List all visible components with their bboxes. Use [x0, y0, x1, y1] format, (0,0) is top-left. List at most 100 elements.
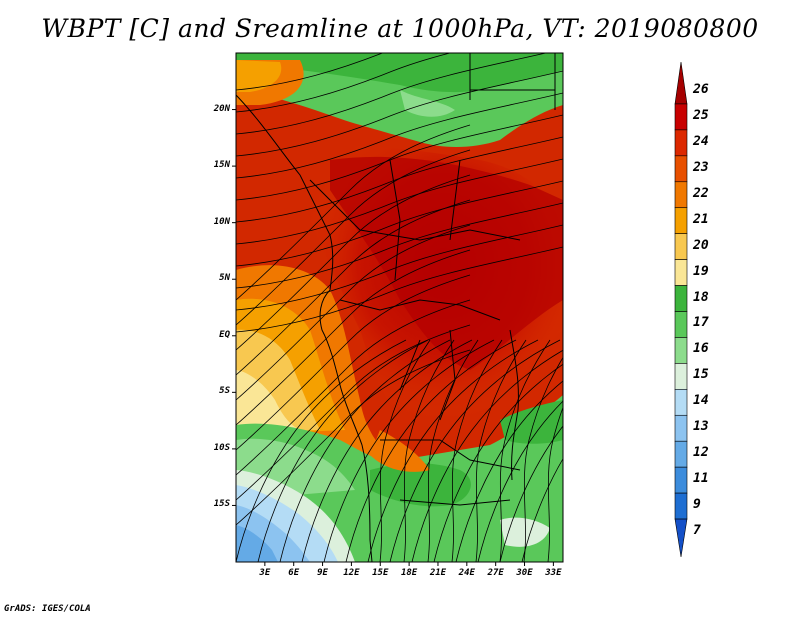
- streamline: [236, 174, 471, 351]
- colorbar-level-label: 18: [693, 289, 709, 305]
- streamline: [451, 339, 503, 562]
- streamline: [236, 53, 452, 113]
- streamline: [257, 339, 429, 562]
- streamline: [236, 124, 471, 301]
- streamline: [389, 339, 561, 562]
- colorbar-level-label: 11: [693, 471, 709, 487]
- colorbar-swatch: [674, 518, 688, 558]
- colorbar-swatch: [674, 155, 688, 183]
- lat-tick-label: 10S: [213, 442, 230, 453]
- streamline: [236, 246, 563, 333]
- streamline: [411, 349, 563, 562]
- lat-tick-label: 5N: [219, 273, 230, 284]
- temperature-field: [236, 53, 563, 562]
- map-title: WBPT [C] and Sreamline at 1000hPa, VT: 2…: [41, 14, 759, 43]
- colorbar-swatch: [674, 311, 688, 338]
- axis-ticks: [232, 109, 554, 566]
- colorbar-swatch: [674, 363, 688, 390]
- streamline: [236, 249, 471, 426]
- colorbar-swatch: [674, 389, 688, 416]
- colorbar-level-label: 12: [693, 445, 709, 461]
- streamline: [236, 339, 407, 562]
- streamline: [236, 53, 384, 91]
- lon-tick-label: 18E: [400, 568, 418, 578]
- streamline: [236, 324, 471, 501]
- colorbar-level-label: 7: [693, 523, 701, 539]
- colorbar-level-label: 9: [693, 497, 701, 513]
- streamline: [477, 400, 563, 562]
- colorbar-level-label: 17: [693, 315, 709, 331]
- colorbar-swatch: [674, 492, 688, 520]
- colorbar-level-label: 14: [693, 393, 709, 409]
- colorbar-swatch: [674, 337, 688, 364]
- colorbar-level-label: 23: [693, 159, 709, 175]
- footer-credit: GrADS: IGES/COLA: [4, 604, 91, 614]
- lon-tick-label: 12E: [343, 568, 360, 578]
- colorbar-swatch: [674, 259, 688, 286]
- colorbar-level-label: 16: [693, 341, 709, 357]
- colorbar-swatch: [674, 440, 688, 468]
- colorbar-level-label: 26: [693, 81, 709, 97]
- lat-tick-label: 10N: [213, 216, 230, 227]
- lon-tick-label: 21E: [429, 568, 447, 578]
- streamline: [236, 224, 471, 401]
- streamline: [236, 114, 563, 201]
- streamline: [345, 339, 517, 562]
- streamline: [236, 149, 471, 326]
- lon-tick-label: 15E: [372, 568, 389, 578]
- lat-tick-label: 5S: [219, 386, 230, 397]
- lat-tick-label: 20N: [213, 103, 230, 114]
- streamline: [236, 92, 563, 179]
- streamline: [236, 180, 563, 267]
- colorbar-swatch: [674, 103, 688, 131]
- colorbar-swatch: [674, 129, 688, 157]
- streamline: [236, 53, 548, 135]
- colorbar-level-label: 20: [693, 237, 709, 253]
- colorbar-swatch: [674, 233, 688, 260]
- colorbar-swatch: [674, 414, 688, 442]
- colorbar-swatch: [674, 61, 688, 105]
- colorbar-level-label: 15: [693, 367, 709, 383]
- streamline: [236, 299, 471, 476]
- lat-tick-label: 15S: [213, 499, 230, 510]
- streamline: [301, 339, 473, 562]
- streamline: [236, 158, 563, 245]
- lon-tick-label: 6E: [288, 568, 300, 578]
- colorbar-level-label: 22: [693, 185, 709, 201]
- colorbar-level-label: 21: [693, 211, 709, 227]
- streamline: [236, 199, 471, 376]
- lon-tick-label: 3E: [259, 568, 271, 578]
- lat-tick-label: 15N: [213, 160, 230, 171]
- colorbar-level-label: 19: [693, 263, 709, 279]
- streamline: [236, 70, 563, 157]
- streamline: [433, 363, 563, 562]
- streamlines: [236, 53, 563, 562]
- streamline: [236, 274, 471, 451]
- colorbar-swatch: [674, 207, 688, 234]
- streamline: [475, 339, 527, 562]
- colorbar-swatch: [674, 181, 688, 209]
- colorbar-level-label: 25: [693, 107, 709, 123]
- colorbar: [674, 61, 688, 558]
- streamline: [236, 136, 563, 223]
- lon-tick-label: 24E: [458, 568, 475, 578]
- streamline: [547, 406, 563, 562]
- streamline: [455, 380, 563, 562]
- colorbar-swatch: [674, 285, 688, 312]
- lon-tick-label: 9E: [317, 568, 328, 578]
- colorbar-level-label: 24: [693, 133, 709, 149]
- map-frame: [235, 52, 564, 563]
- colorbar-swatch: [674, 466, 688, 494]
- colorbar-level-label: 13: [693, 419, 709, 435]
- lon-tick-label: 33E: [545, 568, 562, 578]
- streamline: [323, 339, 495, 562]
- lon-tick-label: 30E: [516, 568, 533, 578]
- streamline: [236, 202, 563, 289]
- streamline: [523, 356, 563, 562]
- lat-tick-label: EQ: [219, 329, 230, 340]
- streamline: [279, 339, 451, 562]
- lon-tick-label: 27E: [487, 568, 504, 578]
- streamline: [499, 339, 551, 562]
- streamline: [499, 425, 563, 562]
